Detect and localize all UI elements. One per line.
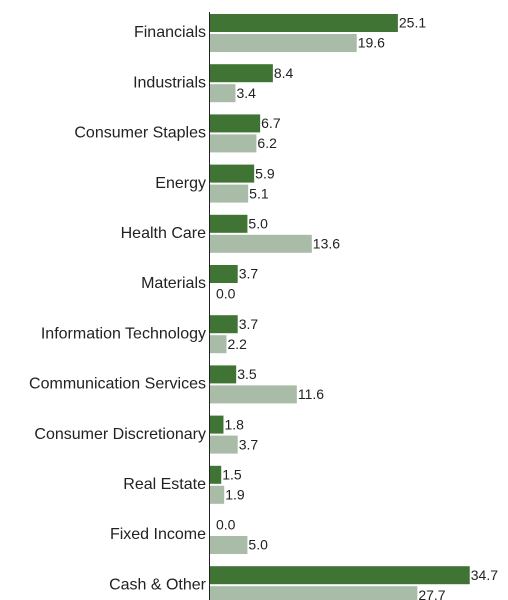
category-label-consumer-discretionary: Consumer Discretionary bbox=[34, 426, 206, 443]
value-labels: 25.119.68.43.46.76.25.95.15.013.63.70.03… bbox=[216, 15, 498, 600]
bar-information-technology-series-1 bbox=[210, 315, 238, 334]
bar-information-technology-series-2 bbox=[210, 335, 227, 354]
bar-consumer-staples-series-2 bbox=[210, 134, 257, 153]
bar-fixed-income-series-2 bbox=[210, 536, 248, 554]
bar-cash-and-other-series-2 bbox=[210, 586, 418, 600]
bar-communication-services-series-1 bbox=[210, 365, 237, 384]
bar-consumer-discretionary-series-2 bbox=[210, 435, 238, 454]
category-label-materials: Materials bbox=[141, 275, 206, 292]
bar-communication-services-series-2 bbox=[210, 385, 297, 404]
value-label-fixed-income-series-2: 5.0 bbox=[248, 537, 268, 553]
value-label-communication-services-series-2: 11.6 bbox=[298, 386, 324, 402]
bar-energy-series-2 bbox=[210, 184, 249, 203]
value-label-health-care-series-1: 5.0 bbox=[248, 216, 268, 232]
value-label-financials-series-1: 25.1 bbox=[399, 15, 426, 31]
value-label-cash-and-other-series-1: 34.7 bbox=[471, 567, 498, 583]
value-label-energy-series-2: 5.1 bbox=[249, 185, 269, 201]
category-label-industrials: Industrials bbox=[133, 74, 206, 91]
value-label-industrials-series-1: 8.4 bbox=[274, 65, 294, 81]
value-label-industrials-series-2: 3.4 bbox=[236, 85, 256, 101]
value-label-energy-series-1: 5.9 bbox=[255, 165, 275, 181]
value-label-real-estate-series-1: 1.5 bbox=[222, 467, 242, 483]
value-label-materials-series-1: 3.7 bbox=[239, 266, 259, 282]
bar-materials-series-1 bbox=[210, 265, 238, 283]
category-label-fixed-income: Fixed Income bbox=[110, 526, 206, 543]
bar-financials-series-1 bbox=[210, 14, 398, 32]
value-label-materials-series-2: 0.0 bbox=[216, 286, 236, 302]
category-label-real-estate: Real Estate bbox=[123, 476, 206, 493]
category-label-health-care: Health Care bbox=[121, 225, 206, 242]
value-label-real-estate-series-2: 1.9 bbox=[225, 487, 245, 503]
value-label-health-care-series-2: 13.6 bbox=[313, 236, 340, 252]
bar-consumer-staples-series-1 bbox=[210, 114, 261, 133]
bar-health-care-series-1 bbox=[210, 214, 248, 233]
value-label-cash-and-other-series-2: 27.7 bbox=[418, 587, 445, 600]
value-label-communication-services-series-1: 3.5 bbox=[237, 366, 257, 382]
value-label-consumer-staples-series-1: 6.7 bbox=[261, 115, 281, 131]
value-label-fixed-income-series-1: 0.0 bbox=[216, 517, 236, 533]
value-label-information-technology-series-1: 3.7 bbox=[239, 316, 259, 332]
category-label-financials: Financials bbox=[134, 24, 206, 41]
value-label-information-technology-series-2: 2.2 bbox=[227, 336, 247, 352]
bar-real-estate-series-2 bbox=[210, 485, 225, 504]
bars bbox=[210, 14, 470, 600]
bar-energy-series-1 bbox=[210, 164, 255, 183]
category-label-consumer-staples: Consumer Staples bbox=[74, 125, 206, 142]
value-label-consumer-discretionary-series-1: 1.8 bbox=[224, 416, 244, 432]
value-label-consumer-discretionary-series-2: 3.7 bbox=[239, 436, 259, 452]
category-label-communication-services: Communication Services bbox=[29, 376, 206, 393]
value-label-financials-series-2: 19.6 bbox=[358, 35, 385, 51]
bar-financials-series-2 bbox=[210, 34, 357, 52]
bar-cash-and-other-series-1 bbox=[210, 566, 470, 585]
bar-real-estate-series-1 bbox=[210, 465, 222, 484]
bar-industrials-series-2 bbox=[210, 84, 236, 103]
value-label-consumer-staples-series-2: 6.2 bbox=[257, 135, 277, 151]
category-label-energy: Energy bbox=[155, 175, 206, 192]
bar-consumer-discretionary-series-1 bbox=[210, 415, 224, 434]
category-label-information-technology: Information Technology bbox=[41, 325, 206, 342]
bar-health-care-series-2 bbox=[210, 234, 312, 253]
category-labels: Financials Industrials Consumer Staples Ene… bbox=[29, 24, 207, 593]
bar-industrials-series-1 bbox=[210, 64, 273, 83]
category-label-cash-and-other: Cash & Other bbox=[109, 576, 207, 593]
